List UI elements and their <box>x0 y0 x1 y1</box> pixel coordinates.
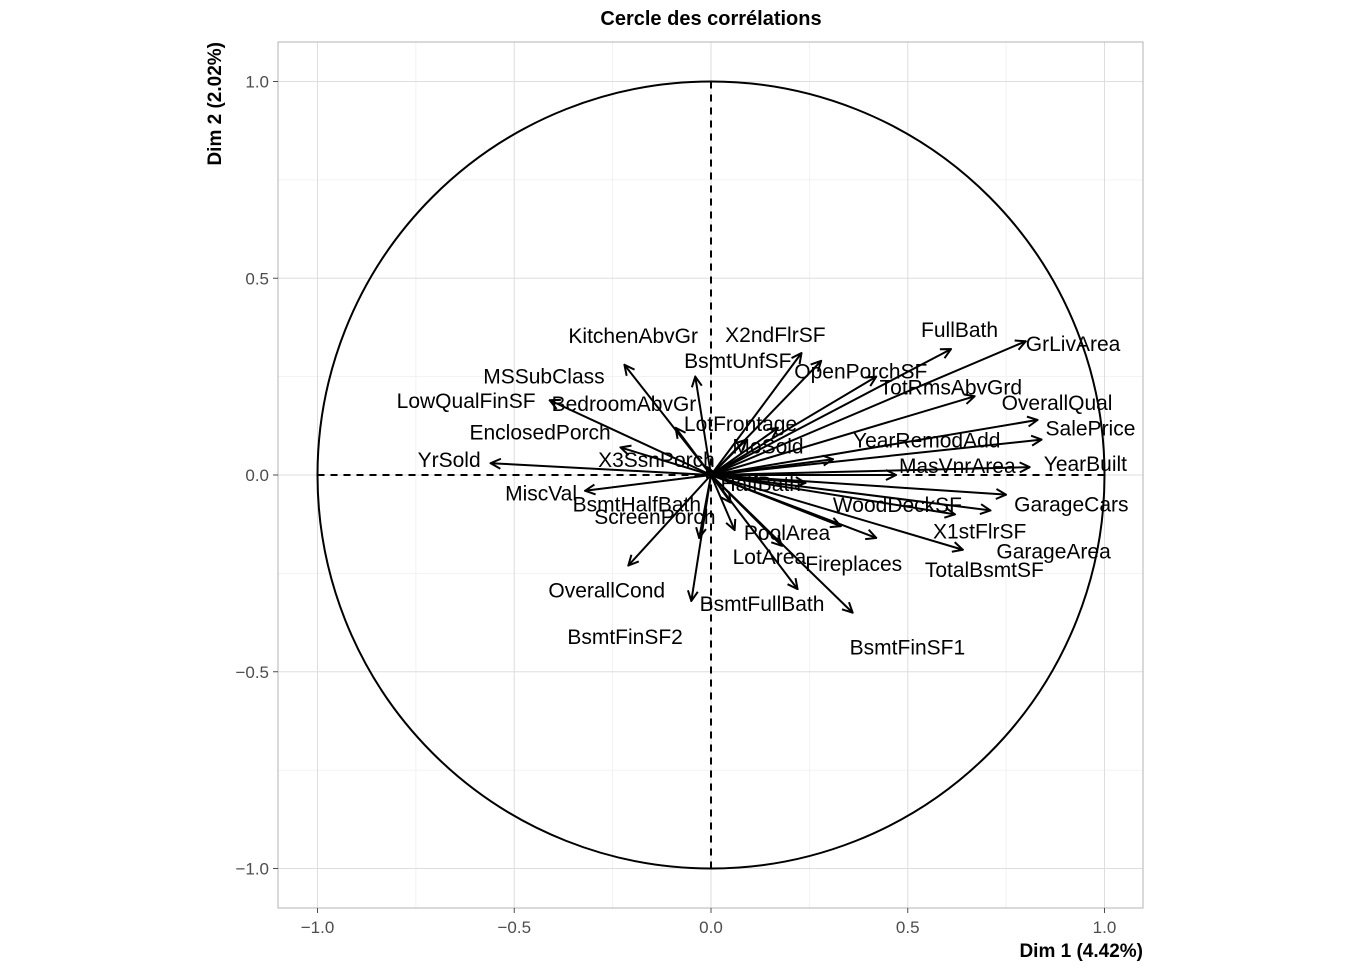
label-halfbath: HalfBath <box>720 473 801 496</box>
arrow-totrmsabvgrd <box>710 396 975 476</box>
x-tick-label: −1.0 <box>301 918 335 937</box>
arrow-overallqual <box>710 420 1038 476</box>
chart-title: Cercle des corrélations <box>600 8 821 30</box>
arrow-yearremodadd <box>710 459 833 476</box>
arrow-x1stflrsf <box>710 474 955 514</box>
y-axis-label: Dim 2 (2.02%) <box>205 42 226 166</box>
label-enclosedporch: EnclosedPorch <box>469 421 610 444</box>
arrow-x3ssnporch <box>707 467 711 475</box>
arrow-mssubclass <box>695 377 712 476</box>
label-fireplaces: Fireplaces <box>805 553 902 576</box>
arrow-totalbsmtsf <box>710 474 963 550</box>
label-yearremodadd: YearRemodAdd <box>853 429 1001 452</box>
arrow-enclosedporch <box>620 447 712 476</box>
label-miscval: MiscVal <box>505 483 577 506</box>
label-totalbsmtsf: TotalBsmtSF <box>925 559 1044 582</box>
label-wooddecksf: WoodDeckSF <box>833 494 962 517</box>
y-tick-label: −1.0 <box>235 860 269 879</box>
label-garagecars: GarageCars <box>1014 494 1128 517</box>
label-yearbuilt: YearBuilt <box>1044 453 1127 476</box>
arrow-fullbath <box>710 349 951 476</box>
axis-ticks: −1.0 −0.5 0.0 0.5 1.0 −1.0 −0.5 0.0 0.5 1.0 <box>235 73 1116 938</box>
label-bsmtfullbath: BsmtFullBath <box>700 593 825 616</box>
label-bedroomabvgr: BedroomAbvGr <box>552 393 697 416</box>
arrow-halfbath <box>710 474 805 483</box>
label-mosold: MoSold <box>732 436 803 459</box>
label-bsmtunfsf: BsmtUnfSF <box>684 350 791 373</box>
label-x3ssnporch: X3SsnPorch <box>598 449 715 472</box>
arrow-lowqualfinsf <box>550 400 712 476</box>
arrow-mosold <box>710 440 746 476</box>
y-tick-label: −0.5 <box>235 663 269 682</box>
arrow-miscval <box>585 474 712 491</box>
label-poolarea: PoolArea <box>744 522 831 545</box>
arrow-bsmtunfsf <box>710 353 802 476</box>
label-lotfrontage: LotFrontage <box>684 413 797 436</box>
x-tick-label: 0.0 <box>699 918 723 937</box>
arrow-fireplaces <box>710 474 876 538</box>
arrow-overallcond <box>628 474 712 566</box>
label-bsmtfinsf2: BsmtFinSF2 <box>567 626 683 649</box>
arrow-openporchsf <box>710 377 876 476</box>
y-tick-label: 0.5 <box>245 269 269 288</box>
label-openporchsf: OpenPorchSF <box>794 361 927 384</box>
arrow-poolarea <box>710 474 782 546</box>
arrow-lotfrontage <box>710 428 778 476</box>
label-mssubclass: MSSubClass <box>483 366 604 389</box>
label-x2ndflrsf: X2ndFlrSF <box>725 324 825 347</box>
label-screenporch: ScreenPorch <box>594 506 715 529</box>
label-overallcond: OverallCond <box>548 580 665 603</box>
y-tick-label: 0.0 <box>245 466 269 485</box>
label-yrsold: YrSold <box>418 449 481 472</box>
label-fullbath: FullBath <box>921 319 998 342</box>
label-masvnrarea: MasVnrArea <box>899 455 1016 478</box>
label-saleprice: SalePrice <box>1046 418 1136 441</box>
arrow-bsmthalfbath <box>710 474 731 503</box>
arrow-saleprice <box>710 440 1042 476</box>
y-tick-label: 1.0 <box>245 73 269 92</box>
variable-arrows <box>491 341 1042 613</box>
x-tick-label: 1.0 <box>1093 918 1117 937</box>
arrow-yearbuilt <box>710 467 1030 476</box>
arrow-grlivarea <box>710 341 1026 476</box>
x-axis-label: Dim 1 (4.42%) <box>1019 941 1143 962</box>
x-tick-label: 0.5 <box>896 918 920 937</box>
label-lowqualfinsf: LowQualFinSF <box>397 390 536 413</box>
label-x1stflrsf: X1stFlrSF <box>933 520 1026 543</box>
label-bsmtfinsf1: BsmtFinSF1 <box>850 637 966 660</box>
arrow-garagearea <box>710 474 990 510</box>
arrow-bsmtfinsf2 <box>691 474 712 601</box>
arrow-yrsold <box>491 463 712 476</box>
arrow-bedroomabvgr <box>676 428 712 476</box>
label-grlivarea: GrLivArea <box>1026 333 1121 356</box>
label-lotarea: LotArea <box>733 546 807 569</box>
label-totrmsabvgrd: TotRmsAbvGrd <box>880 376 1022 399</box>
label-kitchenabvgr: KitchenAbvGr <box>568 325 698 348</box>
label-bsmthalfbath: BsmtHalfBath <box>573 494 701 517</box>
label-overallqual: OverallQual <box>1002 392 1113 415</box>
label-garagearea: GarageArea <box>996 540 1111 563</box>
variable-labels: GrLivArea FullBath TotRmsAbvGrdOverallQual… <box>397 319 1136 660</box>
x-tick-label: −0.5 <box>497 918 531 937</box>
